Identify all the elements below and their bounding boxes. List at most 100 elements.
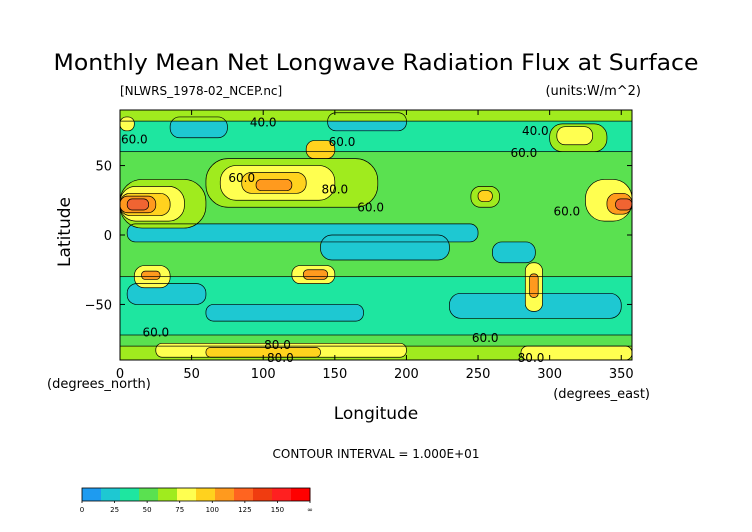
colorbar-swatch xyxy=(120,488,140,501)
field-region-31 xyxy=(478,190,493,202)
x-tick-label: 100 xyxy=(251,367,276,382)
contour-line-22 xyxy=(120,192,171,216)
contour-label: 40.0 xyxy=(250,116,277,130)
contour-line-24 xyxy=(126,198,149,211)
field-region-19 xyxy=(256,179,292,191)
field-region-27 xyxy=(615,198,632,210)
contour-line-3 xyxy=(320,234,450,261)
file-label: [NLWRS_1978-02_NCEP.nc] xyxy=(120,84,282,98)
x-tick-label: 200 xyxy=(394,367,419,382)
contour-label: 60.0 xyxy=(357,200,384,214)
contour-line-32 xyxy=(291,265,336,284)
colorbar-tick-label: 75 xyxy=(175,506,184,514)
contour-label: 60.0 xyxy=(142,325,169,339)
contour-line-23 xyxy=(120,195,157,214)
y-axis-unit-label: (degrees_north) xyxy=(47,377,151,392)
x-axis-ticks: 0 50 100 150 200 250 300 350 xyxy=(116,110,634,382)
x-axis-unit-label: (degrees_east) xyxy=(553,387,650,402)
contour-line-33 xyxy=(302,269,329,280)
contour-line-26 xyxy=(606,192,632,215)
contour-line-7 xyxy=(205,304,364,322)
contour-line-9 xyxy=(327,112,407,132)
contour-line-16 xyxy=(205,158,379,208)
x-axis-title: Longitude xyxy=(334,404,419,424)
colorbar-tick-label: ∞ xyxy=(307,506,313,514)
contour-label: 60.0 xyxy=(472,331,499,345)
colorbar-swatch xyxy=(291,488,311,501)
contour-label: 80.0 xyxy=(518,351,545,365)
contour-line-28 xyxy=(549,123,608,153)
contour-label: 40.0 xyxy=(522,124,549,138)
colorbar-swatch xyxy=(215,488,235,501)
colorbar-swatch xyxy=(101,488,121,501)
contour-line-5 xyxy=(126,283,207,305)
colorbar-tick-label: 25 xyxy=(110,506,119,514)
field-region-38 xyxy=(306,140,335,159)
contour-line-19 xyxy=(255,179,293,191)
contour-line-20 xyxy=(120,179,207,229)
contour-label: 60.0 xyxy=(553,205,580,219)
contour-interval-note: CONTOUR INTERVAL = 1.000E+01 xyxy=(273,447,480,461)
x-tick-label: 300 xyxy=(537,367,562,382)
contour-line-8 xyxy=(169,116,228,139)
x-tick-label: 50 xyxy=(183,367,200,382)
field-region-29 xyxy=(556,126,593,145)
colorbar-tick-label: 50 xyxy=(143,506,152,514)
colorbar-swatch xyxy=(139,488,159,501)
contour-line-6 xyxy=(449,292,622,319)
contour-line-30 xyxy=(470,186,500,208)
colorbar-frame xyxy=(81,487,311,502)
contour-line-35 xyxy=(141,270,161,280)
field-region-33 xyxy=(303,269,328,280)
x-tick-label: 250 xyxy=(466,367,491,382)
field-region-5 xyxy=(127,283,206,305)
y-tick-label: 0 xyxy=(104,229,112,244)
contour-line-39 xyxy=(120,116,135,132)
chart-title: Monthly Mean Net Longwave Radiation Flux… xyxy=(54,51,699,76)
contour-label: 80.0 xyxy=(321,182,348,196)
field-region-35 xyxy=(141,271,161,280)
field-region-3 xyxy=(320,235,450,260)
colorbar-swatch xyxy=(234,488,254,501)
field-region-8 xyxy=(170,116,228,138)
field-region-37 xyxy=(529,273,539,298)
contour-lines xyxy=(120,110,632,360)
x-tick-label: 350 xyxy=(609,367,634,382)
contour-label: 60.0 xyxy=(511,146,538,160)
contour-line-27 xyxy=(615,198,632,211)
contour-labels: 60.0 60.0 80.0 60.0 40.0 60.0 40.0 60.0 60.0 60.0… xyxy=(121,116,580,365)
contour-label: 80.0 xyxy=(264,338,291,352)
contour-label: 60.0 xyxy=(228,171,255,185)
field-region-13 xyxy=(205,347,321,358)
y-axis-title: Latitude xyxy=(55,197,75,267)
colorbar-tick-label: 125 xyxy=(238,506,251,514)
colorbar-tick-label: 100 xyxy=(206,506,219,514)
field-region-24 xyxy=(127,198,149,210)
contour-line-18 xyxy=(241,172,307,194)
colorbar-tick-label: 150 xyxy=(271,506,284,514)
colorbar: 0 25 50 75 100 125 150 ∞ xyxy=(80,487,313,514)
contour-label: 60.0 xyxy=(121,132,148,146)
x-tick-label: 0 xyxy=(116,367,124,382)
field-region-39 xyxy=(120,116,135,131)
contour-line-37 xyxy=(529,273,539,298)
y-axis-ticks: 50 0 −50 xyxy=(85,160,632,313)
contour-line-1 xyxy=(120,151,632,278)
field-region-4 xyxy=(492,241,536,263)
contour-line-10 xyxy=(120,334,632,360)
contour-line-36 xyxy=(524,262,543,312)
y-tick-label: −50 xyxy=(85,298,112,313)
contour-line-2 xyxy=(126,223,479,243)
contour-line-15 xyxy=(120,110,632,122)
contour-line-4 xyxy=(492,241,536,264)
colorbar-swatch xyxy=(177,488,197,501)
contour-line-34 xyxy=(133,265,171,289)
colorbar-swatch xyxy=(253,488,273,501)
contour-line-17 xyxy=(219,165,336,201)
contour-line-21 xyxy=(120,186,185,222)
colorbar-swatch xyxy=(82,488,102,501)
field-region-15 xyxy=(120,110,632,122)
colorbar-swatch xyxy=(158,488,178,501)
contour-label: 60.0 xyxy=(329,135,356,149)
